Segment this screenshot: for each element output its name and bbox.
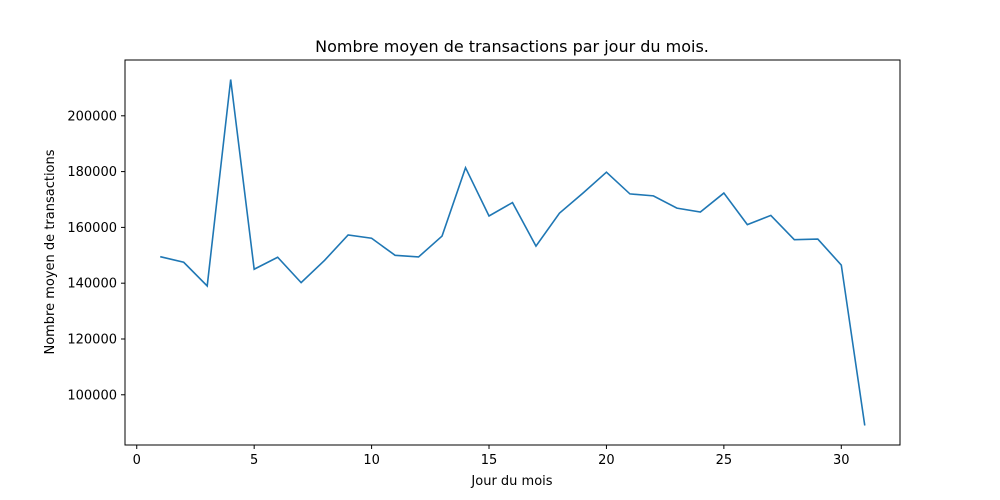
x-tick-label: 10 — [363, 453, 380, 468]
y-tick-label: 100000 — [67, 388, 117, 403]
series-line — [160, 79, 866, 426]
y-tick-label: 120000 — [67, 332, 117, 347]
y-tick-label: 180000 — [67, 165, 117, 180]
chart-title: Nombre moyen de transactions par jour du… — [315, 37, 709, 56]
x-tick-label: 15 — [481, 453, 498, 468]
x-tick-label: 5 — [250, 453, 258, 468]
x-tick-label: 30 — [833, 453, 850, 468]
x-axis-ticks: 0 5 10 15 20 25 30 — [133, 445, 850, 468]
x-tick-label: 25 — [716, 453, 733, 468]
axes-frame — [124, 59, 901, 446]
y-tick-label: 160000 — [67, 221, 117, 236]
x-tick-label: 20 — [598, 453, 615, 468]
x-axis-label: Jour du mois — [470, 474, 552, 489]
y-axis-ticks: 100000 120000 140000 160000 180000 200000 — [67, 109, 125, 403]
x-tick-label: 0 — [133, 453, 141, 468]
y-tick-label: 140000 — [67, 277, 117, 292]
y-axis-label: Nombre moyen de transactions — [43, 149, 58, 354]
plot-area — [160, 80, 865, 426]
y-tick-label: 200000 — [67, 109, 117, 124]
